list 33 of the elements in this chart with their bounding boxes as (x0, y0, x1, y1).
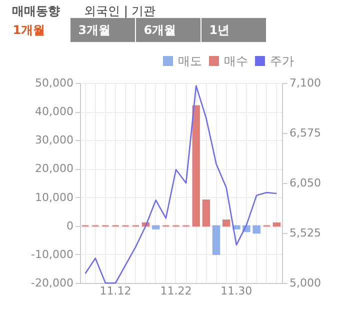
legend-label: 매도 (178, 54, 202, 68)
bar (252, 225, 260, 234)
y-tick-label: -10,000 (31, 248, 74, 261)
y2-tick-label: 5,000 (290, 276, 321, 290)
y2-tick-label: 5,525 (290, 226, 321, 240)
y-tick-label: 10,000 (35, 190, 74, 204)
x-tick-label: 11.12 (100, 284, 132, 298)
bar (192, 105, 200, 226)
y2-tick-label: 7,100 (290, 76, 321, 90)
y2-tick-label: 6,050 (290, 176, 321, 190)
chart-title: 매매동향 (12, 4, 60, 18)
y2-tick-label: 6,575 (290, 126, 321, 140)
text: 외국인 | 기관 (84, 4, 156, 18)
y-tick-label: -20,000 (31, 276, 74, 290)
legend-label: 매수 (224, 54, 248, 68)
y-tick-label: 20,000 (35, 162, 74, 176)
bar (152, 225, 160, 230)
legend-label: 주가 (270, 54, 294, 68)
text: 3개월 (78, 23, 111, 37)
line-series (84, 85, 278, 284)
y-tick-label: 50,000 (35, 76, 74, 90)
y-tick-label: 40,000 (35, 105, 74, 118)
x-tick-label: 11.22 (160, 284, 192, 298)
bar (212, 225, 220, 256)
x-tick-label: 11.30 (220, 284, 252, 298)
text: 6개월 (144, 23, 176, 37)
y-tick-label: 0 (66, 219, 74, 232)
y-tick-label: 30,000 (35, 134, 74, 147)
bar (272, 222, 281, 226)
bar (202, 200, 210, 226)
text: 1개월 (12, 23, 46, 37)
text: 1년 (209, 23, 230, 37)
bar (222, 220, 230, 226)
